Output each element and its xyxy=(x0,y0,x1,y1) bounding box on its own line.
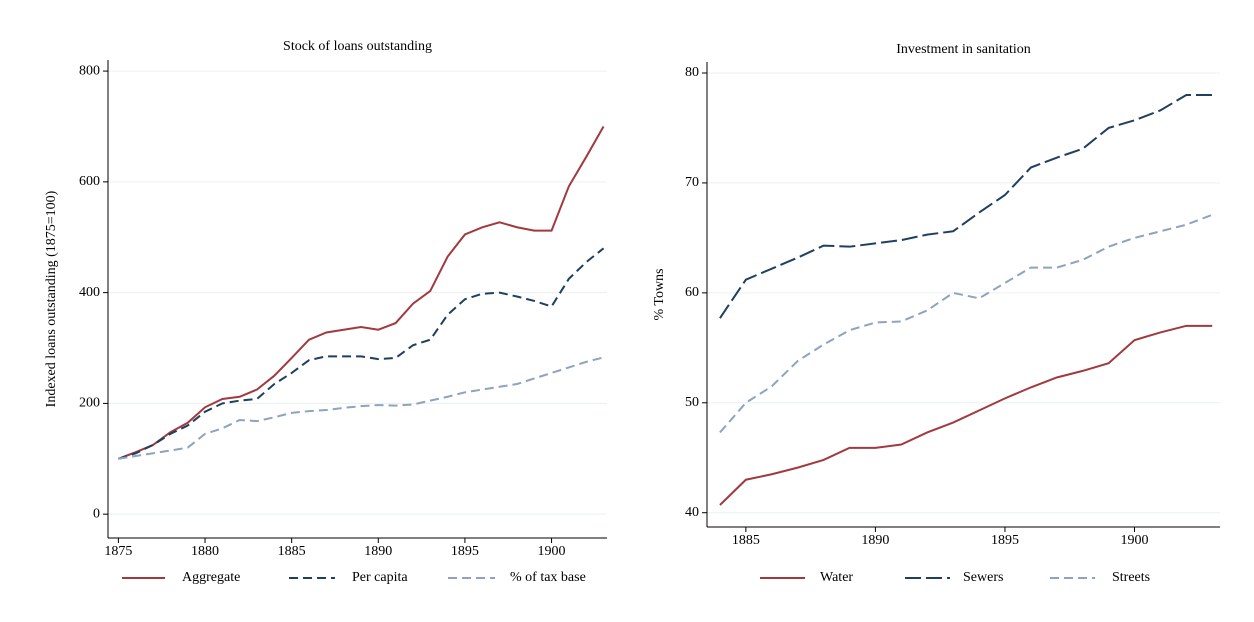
y-tick-label: 80 xyxy=(685,65,699,80)
line-series xyxy=(719,324,1213,506)
y-tick-label: 60 xyxy=(685,285,699,300)
y-tick-label: 400 xyxy=(79,285,100,300)
line-series xyxy=(118,247,605,460)
y-tick-label: 200 xyxy=(79,396,100,411)
legend-label: Per capita xyxy=(352,570,408,585)
y-tick-label: 40 xyxy=(685,505,699,520)
x-tick-label: 1890 xyxy=(861,533,889,548)
legend-label: % of tax base xyxy=(510,570,586,585)
y-axis-label: Indexed loans outstanding (1875=100) xyxy=(44,190,59,407)
legend-label: Sewers xyxy=(963,570,1003,585)
y-tick-label: 50 xyxy=(685,395,699,410)
x-tick-label: 1895 xyxy=(991,533,1019,548)
line-series xyxy=(719,93,1213,319)
y-tick-label: 0 xyxy=(93,506,100,521)
x-tick-label: 1885 xyxy=(732,533,760,548)
chart-title: Stock of loans outstanding xyxy=(283,39,432,54)
line-series xyxy=(719,213,1213,434)
legend-label: Water xyxy=(820,570,853,585)
legend-label: Streets xyxy=(1112,570,1150,585)
y-axis-label: % Towns xyxy=(652,268,667,320)
y-tick-label: 70 xyxy=(685,175,699,190)
line-series xyxy=(118,356,604,460)
x-tick-label: 1880 xyxy=(191,544,219,559)
y-tick-label: 600 xyxy=(79,174,100,189)
line-series xyxy=(118,125,605,460)
x-tick-label: 1895 xyxy=(451,544,479,559)
legend-label: Aggregate xyxy=(182,570,240,585)
y-tick-label: 800 xyxy=(79,63,100,78)
chart-title: Investment in sanitation xyxy=(896,42,1031,57)
x-tick-label: 1875 xyxy=(104,544,132,559)
x-tick-label: 1890 xyxy=(364,544,392,559)
x-tick-label: 1900 xyxy=(538,544,566,559)
x-tick-label: 1885 xyxy=(278,544,306,559)
x-tick-label: 1900 xyxy=(1121,533,1149,548)
